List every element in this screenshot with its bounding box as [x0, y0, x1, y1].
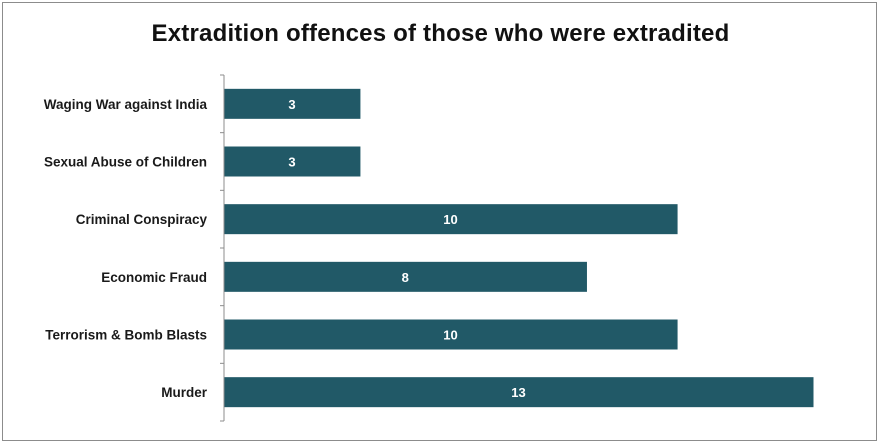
category-label: Waging War against India [44, 97, 208, 112]
bar [224, 88, 361, 119]
value-label: 10 [443, 328, 457, 343]
bar [224, 377, 814, 408]
value-label: 3 [288, 97, 295, 112]
value-label: 3 [288, 155, 295, 170]
value-label: 10 [443, 212, 457, 227]
chart-title: Extradition offences of those who were e… [151, 20, 730, 47]
category-label: Sexual Abuse of Children [44, 155, 207, 170]
category-label: Murder [161, 385, 208, 400]
category-label: Economic Fraud [101, 270, 207, 285]
bar [224, 204, 678, 235]
category-label: Terrorism & Bomb Blasts [45, 328, 207, 343]
value-label: 8 [402, 270, 409, 285]
bar [224, 319, 678, 350]
bar [224, 146, 361, 177]
value-label: 13 [511, 385, 525, 400]
bar [224, 261, 587, 292]
category-label: Criminal Conspiracy [76, 212, 208, 227]
